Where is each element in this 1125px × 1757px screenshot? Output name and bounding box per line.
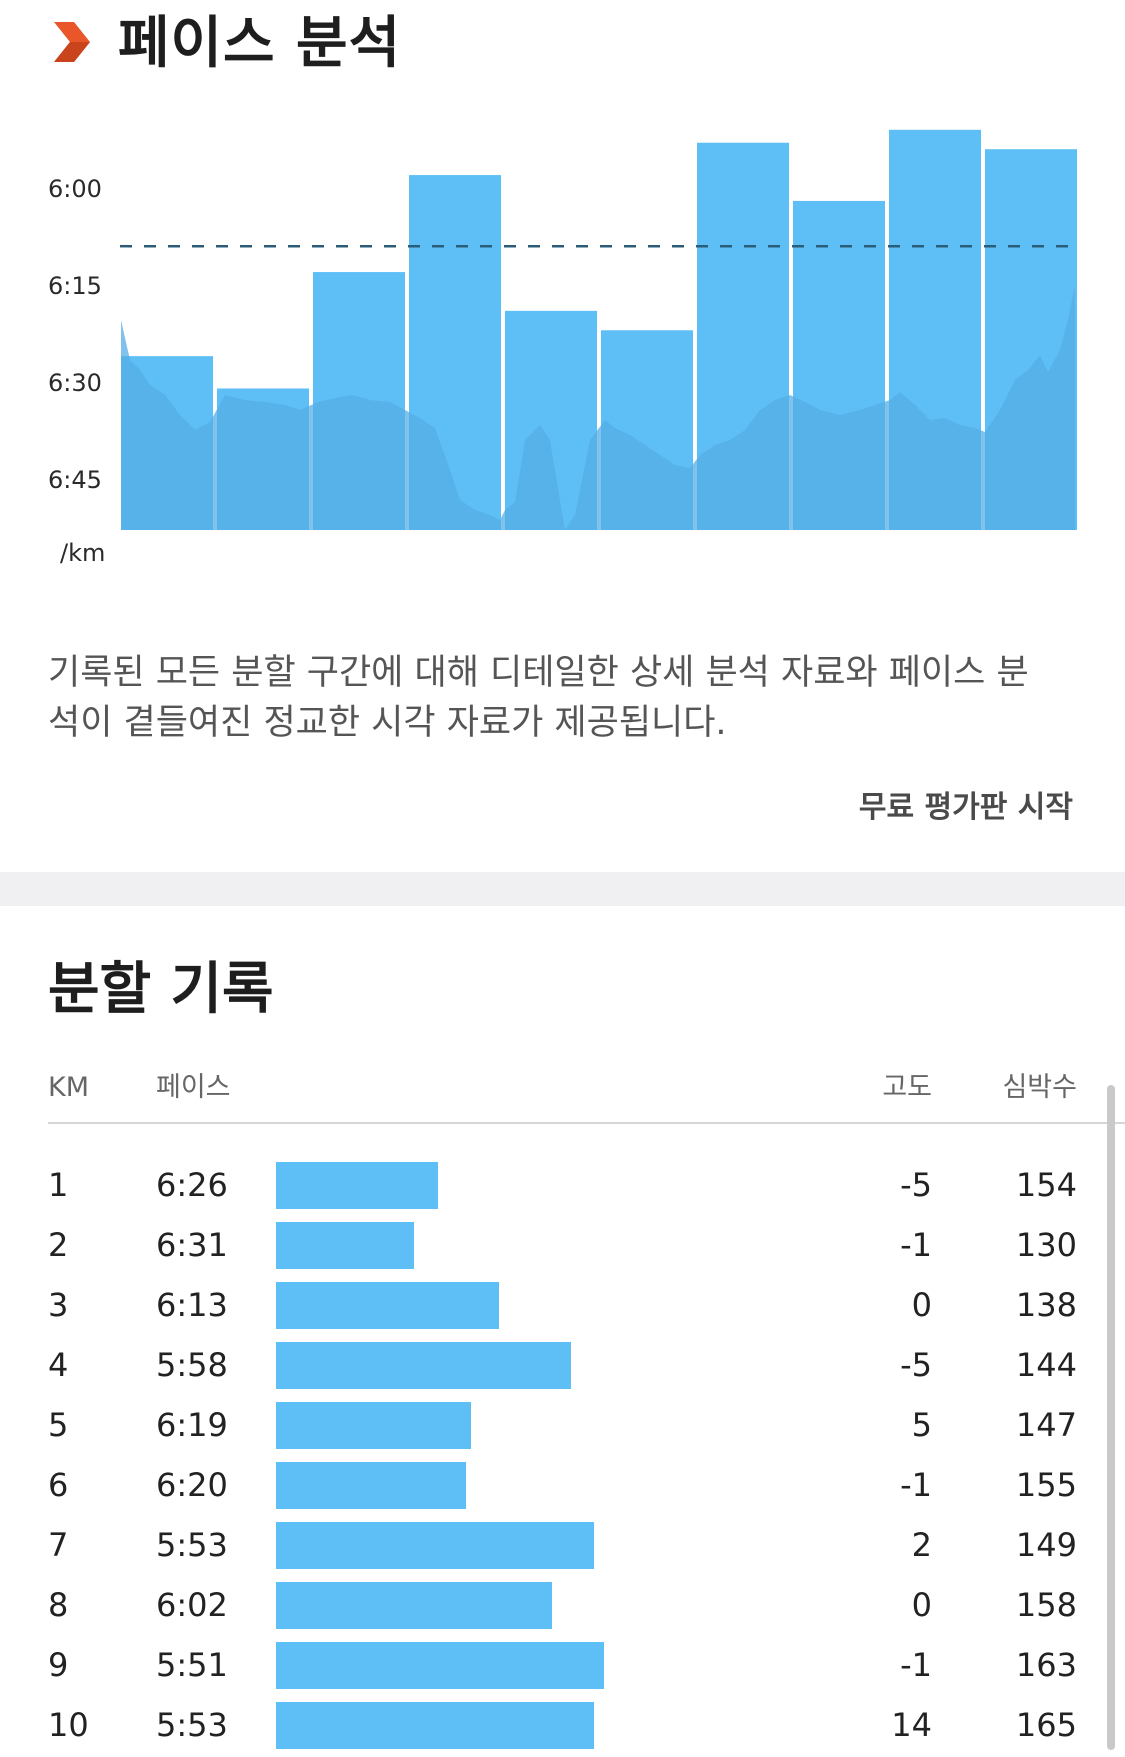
row-elevation: 0	[911, 1586, 932, 1624]
pace-chart-svg: 6:00 6:15 6:30 6:45/km	[48, 129, 1077, 567]
row-km: 3	[48, 1286, 69, 1324]
row-pace: 5:53	[156, 1706, 228, 1744]
row-elevation: -1	[900, 1466, 932, 1504]
table-row: 4 5:58 -5 144	[0, 1335, 1125, 1395]
row-elevation: 0	[911, 1286, 932, 1324]
row-pace: 6:26	[156, 1166, 228, 1204]
y-axis-ticks: 6:00 6:15 6:30 6:45/km	[48, 175, 105, 567]
row-elevation: -1	[900, 1226, 932, 1264]
section-divider	[0, 872, 1125, 906]
pace-bar	[276, 1342, 571, 1389]
row-elevation: 14	[891, 1706, 932, 1744]
pace-bar	[276, 1222, 414, 1269]
row-km: 2	[48, 1226, 69, 1264]
row-heart-rate: 154	[1015, 1166, 1077, 1204]
page-title: 페이스 분석	[118, 11, 402, 76]
row-km: 10	[48, 1706, 89, 1744]
table-row: 7 5:53 2 149	[0, 1515, 1125, 1575]
row-heart-rate: 147	[1015, 1406, 1077, 1444]
row-heart-rate: 138	[1015, 1286, 1077, 1324]
row-heart-rate: 163	[1015, 1646, 1077, 1684]
header-divider	[48, 1122, 1125, 1124]
header-pace: 페이스	[156, 1072, 231, 1103]
pace-analysis-header: 페이스 분석	[0, 0, 1125, 90]
table-row: 9 5:51 -1 163	[0, 1635, 1125, 1695]
y-tick-label: 6:45	[48, 466, 102, 494]
pace-description: 기록된 모든 분할 구간에 대해 디테일한 상세 분석 자료와 페이스 분석이 …	[48, 653, 1029, 743]
pace-bar	[276, 1162, 438, 1209]
table-row: 1 6:26 -5 154	[0, 1155, 1125, 1215]
table-row: 3 6:13 0 138	[0, 1275, 1125, 1335]
pace-bar	[276, 1582, 552, 1629]
row-km: 4	[48, 1346, 69, 1384]
pace-bar	[276, 1402, 471, 1449]
row-heart-rate: 165	[1015, 1706, 1077, 1744]
y-tick-label: /km	[60, 539, 105, 567]
row-km: 8	[48, 1586, 69, 1624]
orange-chevron-icon	[54, 22, 90, 62]
row-elevation: -5	[900, 1166, 932, 1204]
row-km: 5	[48, 1406, 69, 1444]
row-elevation: -5	[900, 1346, 932, 1384]
y-tick-label: 6:30	[48, 369, 102, 397]
pace-bar	[276, 1522, 594, 1569]
table-row: 10 5:53 14 165	[0, 1695, 1125, 1755]
splits-title: 분할 기록	[48, 957, 274, 1022]
table-row: 5 6:19 5 147	[0, 1395, 1125, 1455]
row-pace: 6:02	[156, 1586, 228, 1624]
row-pace: 5:53	[156, 1526, 228, 1564]
scrollbar[interactable]	[1107, 1085, 1115, 1750]
row-pace: 5:51	[156, 1646, 228, 1684]
row-km: 7	[48, 1526, 69, 1564]
pace-bar	[276, 1702, 594, 1749]
row-pace: 6:20	[156, 1466, 228, 1504]
row-pace: 5:58	[156, 1346, 228, 1384]
header-elevation: 고도	[882, 1072, 932, 1103]
row-heart-rate: 144	[1015, 1346, 1077, 1384]
row-heart-rate: 158	[1015, 1586, 1077, 1624]
row-heart-rate: 149	[1015, 1526, 1077, 1564]
row-pace: 6:13	[156, 1286, 228, 1324]
start-free-trial-link[interactable]: 무료 평가판 시작	[858, 790, 1073, 825]
table-row: 2 6:31 -1 130	[0, 1215, 1125, 1275]
pace-bar	[276, 1282, 499, 1329]
row-pace: 6:19	[156, 1406, 228, 1444]
pace-bar	[276, 1642, 604, 1689]
row-elevation: 2	[911, 1526, 932, 1564]
y-tick-label: 6:15	[48, 272, 102, 300]
y-tick-label: 6:00	[48, 175, 102, 203]
elevation-area	[121, 285, 1075, 530]
row-km: 6	[48, 1466, 69, 1504]
row-km: 1	[48, 1166, 69, 1204]
row-km: 9	[48, 1646, 69, 1684]
row-elevation: -1	[900, 1646, 932, 1684]
row-heart-rate: 155	[1015, 1466, 1077, 1504]
header-heart-rate: 심박수	[1002, 1072, 1077, 1103]
table-row: 6 6:20 -1 155	[0, 1455, 1125, 1515]
row-elevation: 5	[911, 1406, 932, 1444]
pace-bar	[276, 1462, 466, 1509]
row-heart-rate: 130	[1015, 1226, 1077, 1264]
row-pace: 6:31	[156, 1226, 228, 1264]
header-km: KM	[48, 1072, 90, 1103]
pace-chart: 6:00 6:15 6:30 6:45/km	[0, 110, 1125, 610]
table-row: 8 6:02 0 158	[0, 1575, 1125, 1635]
